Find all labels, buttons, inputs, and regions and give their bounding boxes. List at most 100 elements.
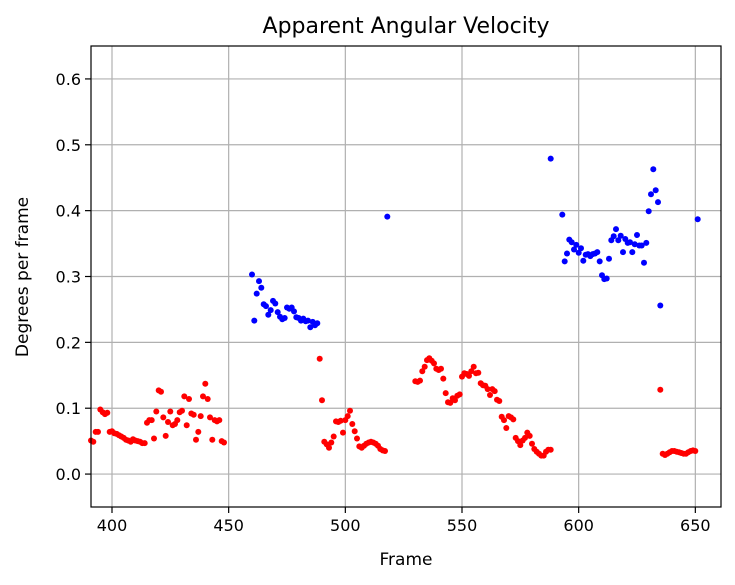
data-point [580, 257, 587, 264]
data-point [216, 417, 223, 424]
data-point [328, 439, 335, 446]
data-point [95, 428, 101, 435]
data-point [349, 421, 356, 427]
grid [91, 46, 721, 507]
data-point [468, 368, 475, 375]
data-point [167, 408, 174, 415]
data-point [615, 237, 622, 244]
data-point [272, 300, 279, 307]
data-point [547, 155, 554, 162]
data-point [529, 440, 535, 447]
data-point [200, 393, 206, 400]
data-point [274, 309, 281, 316]
x-tick-label: 400 [97, 516, 128, 535]
data-point [561, 258, 568, 265]
data-point [466, 372, 472, 379]
data-point [578, 245, 584, 252]
y-tick-label: 0.3 [56, 268, 81, 287]
data-point [267, 307, 274, 314]
data-point [470, 363, 477, 370]
data-point [510, 416, 517, 423]
data-point [594, 249, 601, 256]
data-point [148, 417, 155, 424]
data-point [503, 425, 510, 431]
y-tick-label: 0.1 [56, 399, 81, 418]
data-point [151, 435, 157, 442]
data-point [456, 391, 463, 398]
data-point [281, 315, 288, 321]
data-point [351, 428, 358, 435]
data-point [517, 442, 524, 449]
x-tick-label: 500 [330, 516, 361, 535]
data-point [158, 388, 164, 395]
data-point [165, 419, 171, 425]
x-tick-label: 450 [213, 516, 244, 535]
data-point [319, 397, 325, 404]
x-tick-label: 650 [680, 516, 711, 535]
y-tick-label: 0.0 [56, 465, 81, 484]
x-axis-label: Frame [380, 550, 433, 570]
data-point [421, 363, 428, 370]
y-axis: 0.0 0.1 0.2 0.3 0.4 0.5 0.6 [56, 70, 91, 484]
data-point [440, 375, 447, 382]
data-point [347, 407, 353, 414]
data-points [88, 155, 701, 459]
data-point [487, 392, 493, 398]
data-point [452, 397, 458, 404]
data-point [249, 271, 255, 278]
data-point [610, 233, 617, 240]
data-point [174, 417, 181, 424]
data-point [575, 249, 582, 256]
data-point [641, 259, 647, 266]
data-point [316, 355, 323, 362]
data-point [162, 432, 169, 439]
data-point [326, 444, 332, 451]
data-point [204, 396, 211, 402]
data-point [186, 396, 192, 402]
data-point [340, 429, 346, 436]
data-point [417, 377, 423, 384]
data-point [314, 320, 321, 327]
data-point [496, 398, 503, 404]
data-point [354, 435, 360, 442]
data-point [251, 317, 258, 324]
data-point [568, 239, 575, 246]
chart-title: Apparent Angular Velocity [263, 14, 550, 39]
data-point [190, 411, 197, 418]
data-point [522, 434, 528, 441]
data-point [179, 407, 185, 414]
data-point [337, 417, 344, 424]
data-point [202, 380, 209, 387]
data-point [307, 324, 314, 331]
data-point [305, 317, 311, 324]
data-point [207, 414, 213, 421]
data-point [104, 409, 111, 416]
data-point [330, 433, 337, 440]
data-point [265, 311, 272, 318]
data-point [160, 414, 167, 421]
data-point [384, 213, 391, 220]
data-point [564, 250, 570, 257]
data-point [603, 275, 610, 282]
data-point [491, 388, 498, 395]
data-point [652, 187, 659, 194]
data-point [694, 216, 701, 223]
data-point [291, 308, 297, 315]
data-point [631, 241, 638, 248]
data-point [419, 368, 426, 375]
x-tick-label: 600 [563, 516, 594, 535]
data-point [638, 242, 645, 249]
y-tick-label: 0.4 [56, 202, 81, 221]
data-point [431, 360, 437, 367]
data-point [613, 226, 619, 233]
y-tick-label: 0.2 [56, 333, 81, 352]
data-point [596, 258, 603, 265]
data-point [438, 365, 444, 372]
data-point [634, 232, 640, 238]
y-axis-label: Degrees per frame [13, 197, 33, 357]
data-point [484, 386, 491, 393]
y-tick-label: 0.5 [56, 136, 81, 155]
data-point [645, 208, 652, 215]
data-point [692, 448, 699, 454]
data-point [617, 232, 624, 239]
